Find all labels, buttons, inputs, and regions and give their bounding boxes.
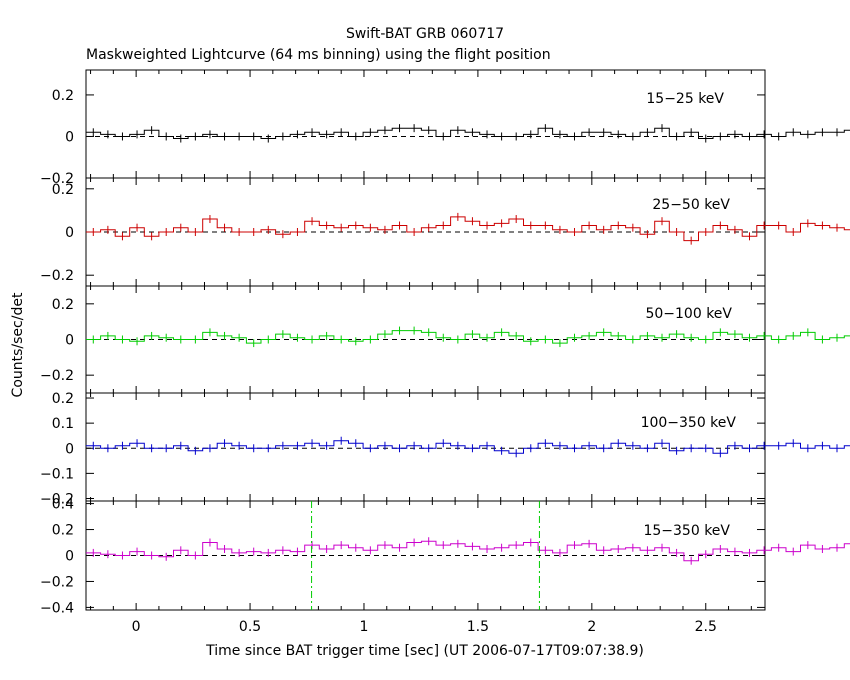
x-axis-label: Time since BAT trigger time [sec] (UT 20… [205,643,644,659]
x-tick-label-1: 0.5 [239,619,261,635]
panels: −0.2 0 0.2 15−25 keV −0.2 0 0.2 25−50 keV −0.2 0 0… [40,69,850,635]
y-tick-label-3-1: −0.1 [40,466,74,482]
band-label-1: 25−50 keV [652,197,730,213]
chart-subtitle: Maskweighted Lightcurve (64 ms binning) … [86,47,551,63]
y-tick-label-4-2: 0 [65,549,74,565]
y-tick-label-2-1: 0 [65,333,74,349]
band-label-3: 100−350 keV [641,415,737,431]
y-axis-label: Counts/sec/det [10,292,26,397]
y-tick-label-1-2: 0.2 [52,182,74,198]
y-tick-label-3-2: 0 [65,441,74,457]
x-tick-label-0: 0 [132,619,141,635]
chart-title: Swift-BAT GRB 060717 [346,26,504,42]
band-label-2: 50−100 keV [645,306,732,322]
y-tick-label-2-0: −0.2 [40,368,74,384]
band-label-4: 15−350 keV [643,523,730,539]
y-tick-label-1-0: −0.2 [40,268,74,284]
x-tick-label-4: 2 [587,619,596,635]
y-tick-label-4-0: −0.4 [40,600,74,616]
x-tick-label-2: 1 [360,619,369,635]
y-tick-label-4-4: 0.4 [52,497,74,513]
panel-frame-0 [85,69,766,179]
lightcurve-3 [86,440,850,454]
y-tick-label-1-1: 0 [65,225,74,241]
y-tick-label-4-3: 0.2 [52,523,74,539]
x-tick-label-3: 1.5 [467,619,489,635]
y-tick-label-0-0: −0.2 [40,171,74,187]
y-tick-label-4-1: −0.2 [40,574,74,590]
lightcurve-0 [86,127,850,139]
y-tick-label-0-2: 0.2 [52,88,74,104]
y-tick-label-3-3: 0.1 [52,416,74,432]
x-tick-label-5: 2.5 [695,619,717,635]
y-tick-label-2-2: 0.2 [52,297,74,313]
y-tick-label-0-1: 0 [65,129,74,145]
y-tick-label-3-4: 0.2 [52,391,74,407]
y-tick-label-3-0: −0.2 [40,491,74,507]
band-label-0: 15−25 keV [646,91,724,107]
